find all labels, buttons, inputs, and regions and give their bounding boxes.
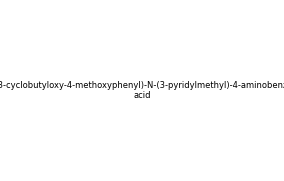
Text: N-(3-cyclobutyloxy-4-methoxyphenyl)-N-(3-pyridylmethyl)-4-aminobenzoic acid: N-(3-cyclobutyloxy-4-methoxyphenyl)-N-(3… — [0, 81, 284, 100]
